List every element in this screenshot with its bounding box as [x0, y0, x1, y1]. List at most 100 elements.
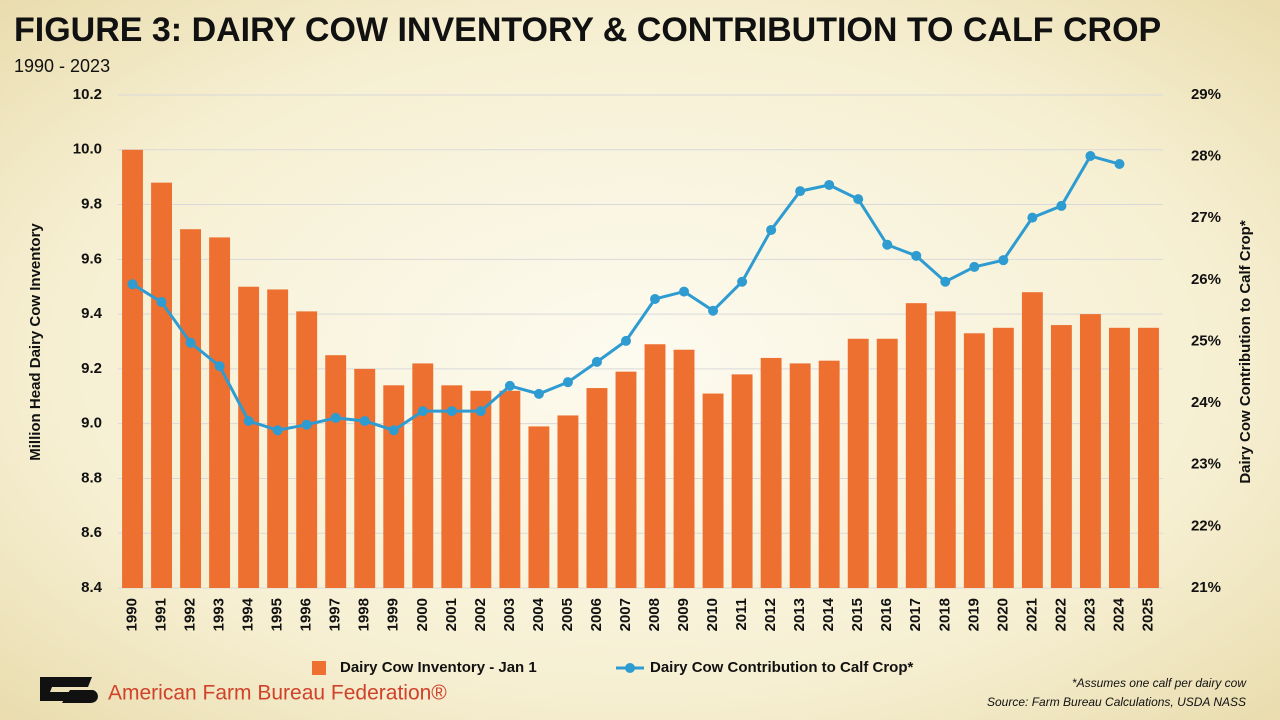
- x-tick-label: 1997: [327, 598, 344, 631]
- bar: [992, 327, 1014, 588]
- bar: [1050, 325, 1072, 588]
- brand-name: American Farm Bureau Federation®: [108, 682, 447, 705]
- y-tick-label: 10.2: [73, 86, 102, 103]
- bar: [818, 360, 840, 588]
- x-tick-label: 2015: [849, 598, 866, 631]
- bar: [412, 363, 434, 588]
- x-tick-label: 2006: [588, 598, 605, 631]
- line-point: [301, 419, 312, 430]
- x-tick-label: 2007: [617, 598, 634, 631]
- bar: [760, 357, 782, 588]
- y2-tick-label: 25%: [1191, 332, 1221, 349]
- line-point: [446, 406, 457, 417]
- source: Source: Farm Bureau Calculations, USDA N…: [987, 695, 1246, 709]
- x-tick-label: 1999: [385, 598, 402, 631]
- x-tick-label: 2008: [646, 598, 663, 631]
- line-point: [824, 179, 835, 190]
- line-point: [417, 406, 428, 417]
- x-tick-label: 1990: [123, 598, 140, 631]
- line-point: [853, 194, 864, 205]
- line-point: [330, 412, 341, 423]
- y-tick-label: 9.2: [81, 360, 102, 377]
- x-tick-label: 2012: [762, 598, 779, 631]
- bar: [180, 229, 202, 588]
- y-tick-label: 9.4: [81, 305, 103, 322]
- x-tick-label: 1991: [153, 598, 170, 631]
- line-point: [214, 361, 225, 372]
- line-point: [562, 377, 573, 388]
- line-point: [156, 297, 167, 308]
- legend-swatch: [312, 661, 326, 675]
- chart-title: FIGURE 3: DAIRY COW INVENTORY & CONTRIBU…: [14, 11, 1161, 49]
- bar: [383, 385, 405, 588]
- y-tick-label: 8.8: [81, 469, 102, 486]
- x-tick-label: 2016: [878, 598, 895, 631]
- line-point: [737, 276, 748, 287]
- line-point: [272, 425, 283, 436]
- x-tick-label: 1993: [211, 598, 228, 631]
- bar: [528, 426, 550, 588]
- bar: [441, 385, 463, 588]
- x-tick-label: 2019: [965, 598, 982, 631]
- legend-label: Dairy Cow Contribution to Calf Crop*: [650, 659, 913, 676]
- bar: [934, 311, 956, 588]
- bar: [905, 303, 927, 588]
- y2-tick-label: 22%: [1191, 517, 1221, 534]
- y-tick-label: 8.4: [81, 579, 103, 596]
- line-point: [185, 337, 196, 348]
- x-tick-label: 2013: [791, 598, 808, 631]
- bar: [644, 344, 666, 588]
- line-point: [504, 380, 515, 391]
- x-tick-label: 2011: [733, 598, 750, 631]
- y2-tick-label: 27%: [1191, 209, 1221, 226]
- bar: [267, 289, 289, 588]
- y-tick-label: 10.0: [73, 141, 102, 158]
- y-tick-label: 9.6: [81, 250, 102, 267]
- footnote: *Assumes one calf per dairy cow: [1072, 676, 1247, 690]
- y-tick-label: 8.6: [81, 524, 102, 541]
- x-tick-label: 2020: [994, 598, 1011, 631]
- bar: [1021, 292, 1043, 588]
- bar: [557, 415, 579, 588]
- y2-tick-label: 29%: [1191, 86, 1221, 103]
- x-tick-label: 1995: [269, 598, 286, 631]
- bar: [499, 390, 521, 588]
- line-point: [650, 293, 661, 304]
- y2-tick-label: 28%: [1191, 148, 1221, 165]
- x-tick-label: 2000: [414, 598, 431, 631]
- x-tick-label: 2014: [820, 597, 837, 631]
- x-tick-label: 2025: [1139, 598, 1156, 631]
- line-point: [1114, 159, 1125, 170]
- x-tick-label: 1992: [182, 598, 199, 631]
- legend-swatch: [625, 663, 635, 673]
- x-tick-label: 1996: [298, 598, 315, 631]
- bar: [122, 149, 143, 588]
- line-point: [475, 406, 486, 417]
- line-point: [911, 250, 922, 261]
- bar: [151, 182, 172, 588]
- line-point: [1027, 212, 1038, 223]
- line-point: [940, 276, 951, 287]
- bar: [615, 371, 637, 588]
- y-axis-title: Million Head Dairy Cow Inventory: [27, 223, 44, 461]
- x-tick-label: 2024: [1110, 597, 1127, 631]
- bar: [876, 338, 898, 588]
- x-tick-label: 2009: [675, 598, 692, 631]
- bar: [847, 338, 869, 588]
- bar: [731, 374, 753, 588]
- line-point: [679, 286, 690, 297]
- line-point: [766, 224, 777, 235]
- line-point: [795, 186, 806, 197]
- line-point: [243, 415, 254, 426]
- y-tick-label: 9.8: [81, 196, 102, 213]
- line-point: [359, 415, 370, 426]
- line-point: [882, 239, 893, 250]
- y2-tick-label: 26%: [1191, 271, 1221, 288]
- legend-label: Dairy Cow Inventory - Jan 1: [340, 659, 537, 676]
- line-point: [533, 388, 544, 399]
- line-point: [591, 356, 602, 367]
- x-tick-label: 2003: [501, 598, 518, 631]
- chart-subtitle: 1990 - 2023: [14, 56, 110, 76]
- x-tick-label: 2023: [1081, 598, 1098, 631]
- x-tick-label: 2017: [907, 598, 924, 631]
